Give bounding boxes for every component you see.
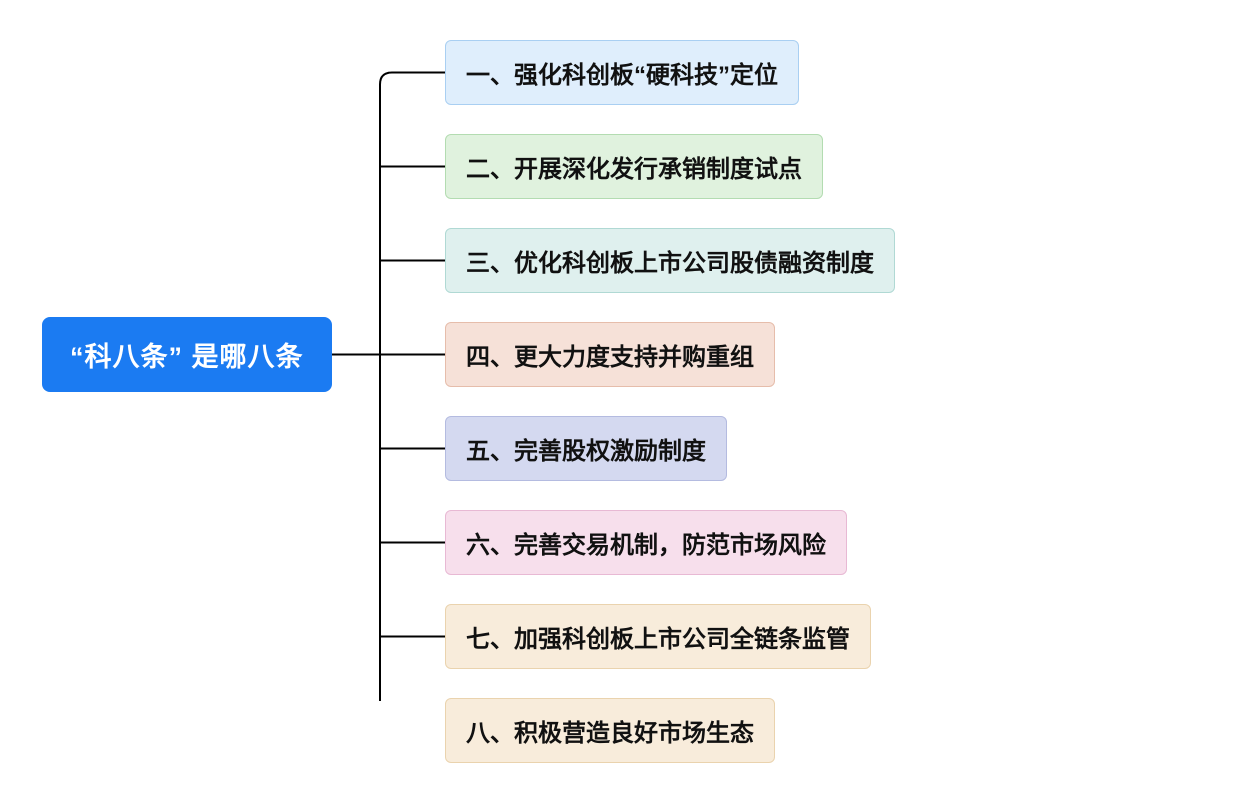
branch-item-6: 六、完善交易机制，防范市场风险 [445, 510, 847, 575]
branch-item-4: 四、更大力度支持并购重组 [445, 322, 775, 387]
root-node: “科八条” 是哪八条 [42, 317, 332, 392]
branch-label: 三、优化科创板上市公司股债融资制度 [466, 250, 874, 277]
branch-item-3: 三、优化科创板上市公司股债融资制度 [445, 228, 895, 293]
branch-label: 七、加强科创板上市公司全链条监管 [466, 626, 850, 653]
branch-item-1: 一、强化科创板“硬科技”定位 [445, 40, 799, 105]
branch-label: 四、更大力度支持并购重组 [466, 344, 754, 371]
branch-label: 六、完善交易机制，防范市场风险 [466, 532, 826, 559]
branch-label: 一、强化科创板“硬科技”定位 [466, 62, 778, 89]
branch-item-8: 八、积极营造良好市场生态 [445, 698, 775, 763]
branch-label: 五、完善股权激励制度 [466, 438, 706, 465]
root-label: “科八条” 是哪八条 [70, 342, 304, 372]
branch-label: 二、开展深化发行承销制度试点 [466, 156, 802, 183]
branches-container: 一、强化科创板“硬科技”定位二、开展深化发行承销制度试点三、优化科创板上市公司股… [445, 40, 1205, 792]
branch-item-5: 五、完善股权激励制度 [445, 416, 727, 481]
branch-item-7: 七、加强科创板上市公司全链条监管 [445, 604, 871, 669]
branch-label: 八、积极营造良好市场生态 [466, 720, 754, 747]
branch-item-2: 二、开展深化发行承销制度试点 [445, 134, 823, 199]
